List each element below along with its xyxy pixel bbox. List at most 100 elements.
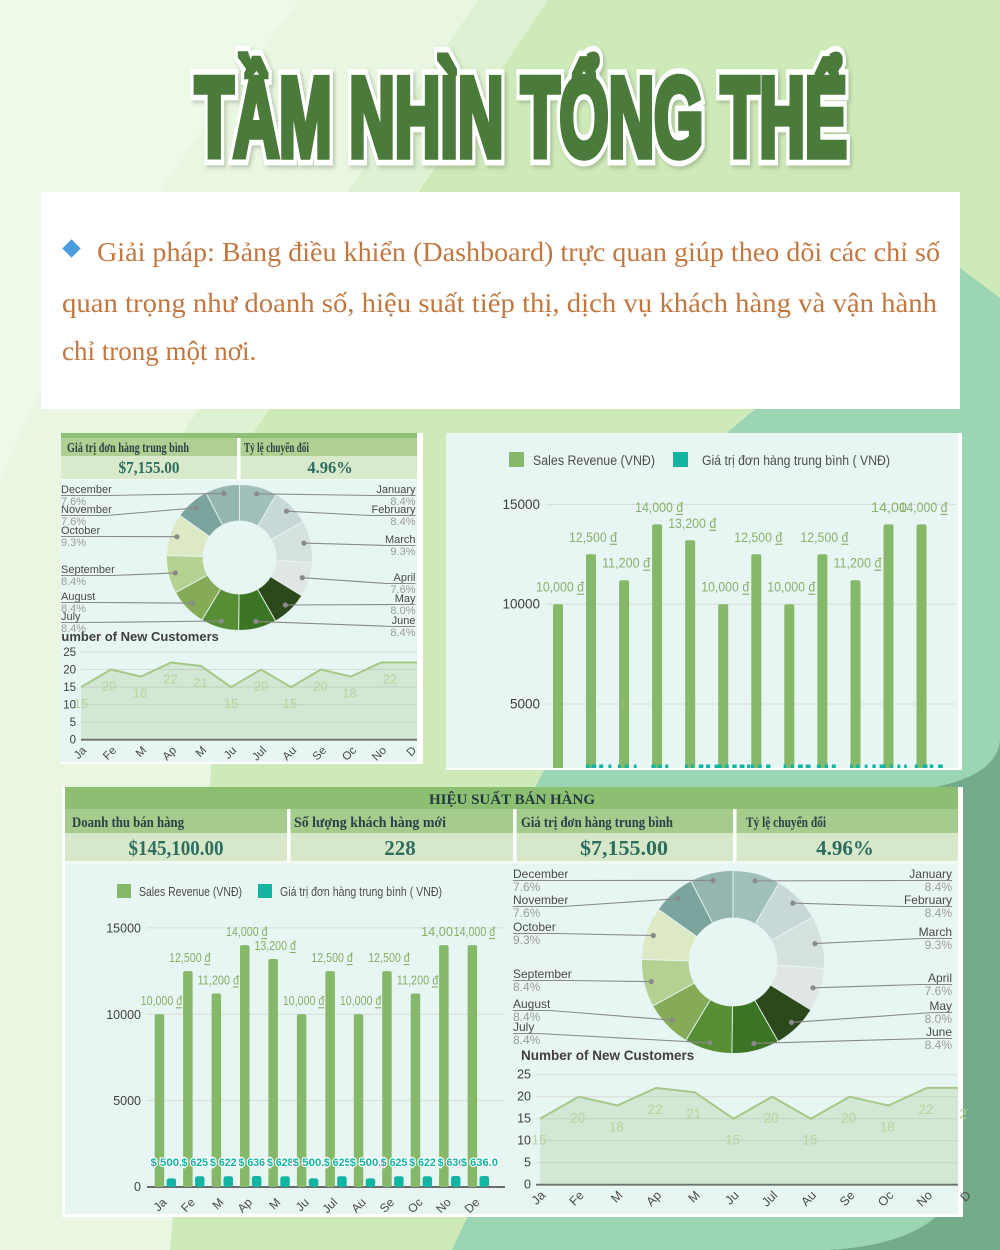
svg-text:February: February (371, 504, 416, 516)
svg-text:20: 20 (254, 679, 268, 694)
svg-text:Giá trị đơn hàng trung bình: Giá trị đơn hàng trung bình (67, 441, 189, 456)
svg-text:$ 636: $ 636 (438, 1157, 465, 1169)
svg-text:Doanh thu bán hàng: Doanh thu bán hàng (72, 815, 184, 831)
svg-text:22: 22 (957, 1102, 972, 1117)
svg-text:8.4%: 8.4% (390, 516, 415, 528)
svg-text:March: March (919, 925, 952, 939)
svg-text:8.0%: 8.0% (390, 605, 415, 617)
svg-text:22: 22 (918, 1102, 933, 1117)
svg-text:7.6%: 7.6% (390, 584, 415, 596)
svg-text:August: August (513, 997, 551, 1011)
svg-text:14,00: 14,00 (421, 925, 453, 939)
svg-text:11,200 đ: 11,200 đ (397, 974, 439, 988)
svg-text:14,00: 14,00 (871, 500, 907, 515)
svg-text:8.4%: 8.4% (390, 496, 415, 508)
svg-text:$7,155.00: $7,155.00 (580, 836, 668, 860)
svg-text:7.6%: 7.6% (61, 496, 86, 508)
svg-text:15000: 15000 (106, 921, 141, 935)
svg-text:No: No (370, 745, 389, 764)
svg-text:Au: Au (281, 745, 299, 763)
svg-text:20: 20 (517, 1090, 531, 1104)
svg-text:12,500 đ: 12,500 đ (800, 530, 848, 545)
svg-text:$ 625: $ 625 (324, 1157, 351, 1169)
svg-text:7.6%: 7.6% (925, 984, 953, 998)
svg-text:$ 622: $ 622 (409, 1157, 436, 1169)
svg-text:May: May (395, 593, 416, 605)
svg-text:7.6%: 7.6% (513, 906, 541, 920)
svg-text:18: 18 (880, 1120, 895, 1135)
svg-text:Number of New Customers: Number of New Customers (521, 1048, 694, 1063)
svg-text:11,200 đ: 11,200 đ (602, 556, 650, 571)
svg-text:8.0%: 8.0% (925, 1012, 953, 1026)
svg-text:10000: 10000 (106, 1008, 141, 1022)
svg-text:Number of New Customers: Number of New Customers (52, 629, 219, 644)
svg-text:June: June (392, 615, 416, 627)
svg-text:$7,155.00: $7,155.00 (119, 458, 180, 477)
svg-text:20: 20 (570, 1111, 585, 1126)
svg-text:10: 10 (63, 700, 76, 712)
svg-text:$ 628: $ 628 (267, 1157, 294, 1169)
svg-text:Se: Se (311, 745, 329, 763)
svg-text:Tỷ lệ chuyển đổi: Tỷ lệ chuyển đổi (746, 815, 826, 831)
svg-text:TẦM NHÌN TỔNG THỂ: TẦM NHÌN TỔNG THỂ (195, 54, 847, 180)
svg-text:Giá trị đơn hàng trung bình (: Giá trị đơn hàng trung bình ( VNĐ) (702, 453, 890, 468)
svg-text:22: 22 (163, 672, 177, 687)
svg-text:HIỆU SUẤT BÁN HÀNG: HIỆU SUẤT BÁN HÀNG (429, 791, 595, 808)
svg-text:April: April (928, 971, 952, 985)
svg-text:10,000 đ: 10,000 đ (340, 994, 382, 1008)
svg-text:10,000 đ: 10,000 đ (701, 580, 749, 595)
svg-text:December: December (513, 867, 568, 881)
svg-text:March: March (385, 534, 416, 546)
svg-text:9.3%: 9.3% (925, 938, 953, 952)
svg-text:$ 636.0: $ 636.0 (461, 1157, 498, 1169)
svg-text:Giá trị đơn hàng trung bình (: Giá trị đơn hàng trung bình ( VNĐ) (280, 884, 442, 899)
svg-text:15: 15 (74, 696, 88, 711)
svg-text:10,000 đ: 10,000 đ (767, 580, 815, 595)
svg-text:10,000 đ: 10,000 đ (141, 994, 183, 1008)
svg-text:13,200 đ: 13,200 đ (254, 939, 296, 953)
svg-text:Giá trị đơn hàng trung bình: Giá trị đơn hàng trung bình (521, 815, 674, 831)
svg-text:September: September (61, 564, 115, 576)
svg-text:14,000 đ: 14,000 đ (226, 925, 268, 939)
svg-text:Sales Revenue (VNĐ): Sales Revenue (VNĐ) (533, 453, 655, 468)
svg-text:25: 25 (517, 1068, 531, 1082)
svg-text:5000: 5000 (113, 1094, 141, 1108)
svg-text:Tỷ lệ chuyển đổi: Tỷ lệ chuyển đổi (244, 441, 309, 456)
svg-text:12,500 đ: 12,500 đ (734, 530, 782, 545)
svg-text:8.4%: 8.4% (61, 603, 86, 615)
svg-text:November: November (513, 893, 568, 907)
svg-text:18: 18 (133, 686, 147, 701)
svg-text:8.4%: 8.4% (390, 627, 415, 639)
svg-text:$ 500.: $ 500. (293, 1157, 325, 1169)
svg-text:22: 22 (383, 672, 397, 687)
svg-text:15: 15 (531, 1133, 546, 1148)
svg-text:12,500 đ: 12,500 đ (169, 951, 211, 965)
svg-text:21: 21 (686, 1106, 701, 1121)
svg-text:8.4%: 8.4% (513, 1010, 541, 1024)
svg-text:20: 20 (63, 665, 76, 677)
svg-text:20: 20 (102, 679, 116, 694)
svg-text:8.4%: 8.4% (61, 623, 86, 635)
svg-text:8.4%: 8.4% (513, 1033, 541, 1047)
svg-text:15: 15 (802, 1133, 817, 1148)
svg-text:$ 625: $ 625 (381, 1157, 408, 1169)
svg-text:0: 0 (70, 735, 76, 747)
svg-text:15: 15 (224, 696, 238, 711)
svg-text:November: November (61, 504, 112, 516)
svg-text:7.6%: 7.6% (61, 516, 86, 528)
svg-text:10,000 đ: 10,000 đ (536, 580, 584, 595)
svg-text:12,500 đ: 12,500 đ (311, 951, 353, 965)
svg-text:15: 15 (63, 682, 76, 694)
svg-text:21: 21 (193, 675, 207, 690)
svg-text:12,500 đ: 12,500 đ (368, 951, 410, 965)
svg-text:Giải pháp: Bảng điều khiển (Da: Giải pháp: Bảng điều khiển (Dashboard) t… (97, 237, 941, 267)
svg-text:4.96%: 4.96% (816, 836, 874, 860)
svg-text:22: 22 (648, 1102, 663, 1117)
svg-text:Jul: Jul (250, 745, 269, 764)
svg-text:$ 500.: $ 500. (350, 1157, 382, 1169)
svg-text:9.3%: 9.3% (390, 546, 415, 558)
svg-text:2: 2 (959, 1107, 967, 1122)
svg-text:April: April (393, 572, 415, 584)
svg-text:October: October (61, 525, 100, 537)
svg-text:October: October (513, 920, 556, 934)
